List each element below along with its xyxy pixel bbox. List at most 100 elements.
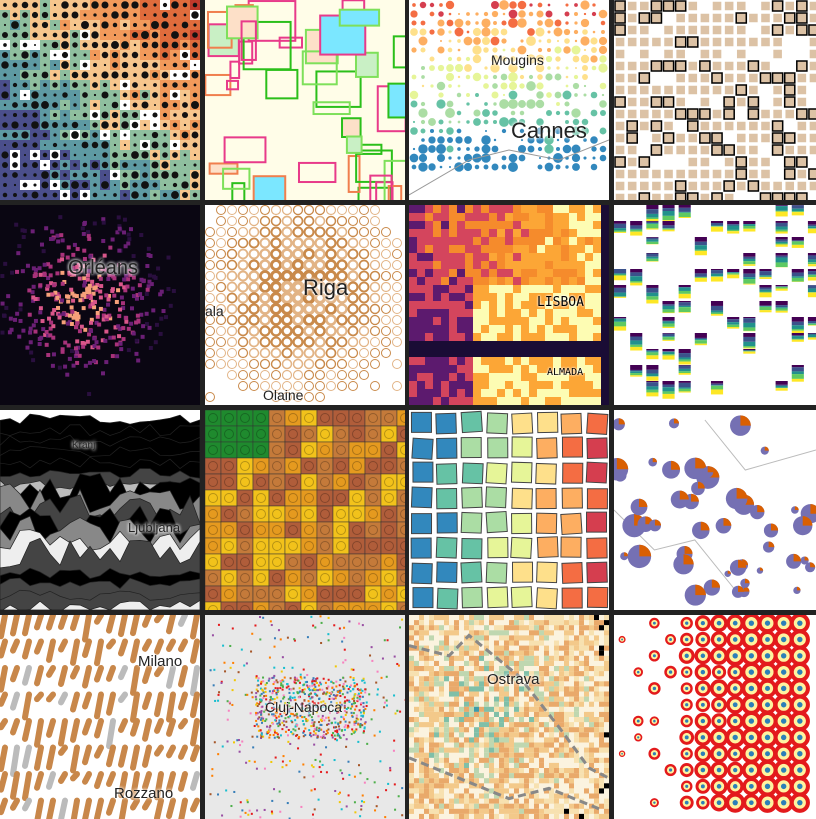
cluster-point (277, 725, 280, 728)
cluster-point (341, 693, 344, 696)
bar-segment (775, 308, 788, 311)
cluster-point (257, 684, 260, 687)
brick-stud (224, 589, 234, 599)
map-tile-frames[interactable] (614, 0, 816, 200)
pixel (579, 645, 584, 651)
cluster-point (310, 735, 313, 738)
map-tile-scatter-circles[interactable]: Mougins Cannes (409, 0, 609, 200)
point (590, 37, 598, 45)
density-pixel (69, 305, 74, 310)
pixel (561, 309, 569, 317)
map-tile-clusters[interactable]: Cluj-Napoca (205, 615, 405, 819)
dot (151, 161, 159, 169)
dot (131, 191, 139, 199)
brick-stud (224, 413, 234, 423)
map-tile-ridges[interactable]: Kranj Ljubljana (0, 410, 200, 610)
pixel (449, 253, 457, 261)
frame-cell (735, 12, 748, 24)
point (519, 74, 525, 80)
map-tile-stacked-bars[interactable] (614, 205, 816, 405)
pixel (521, 221, 529, 229)
frame-cell (771, 48, 784, 60)
dot (43, 163, 47, 167)
pixel (419, 650, 424, 656)
pixel (479, 650, 484, 656)
ring (314, 205, 326, 216)
cluster-point (364, 688, 367, 691)
bar-segment (743, 322, 756, 328)
place-label: Cannes (511, 118, 587, 143)
point (536, 91, 544, 99)
density-pixel (127, 268, 132, 273)
density-pixel (73, 346, 78, 351)
cluster-point (289, 742, 292, 745)
density-pixel (37, 266, 42, 271)
bar-segment (743, 277, 756, 280)
point (537, 74, 543, 80)
map-tile-capsules[interactable]: Milano Rozzano (0, 615, 200, 819)
density-pixel (89, 320, 94, 325)
density-pixel (140, 334, 145, 339)
cluster-point (334, 709, 337, 712)
map-tile-wobbly-squares[interactable] (409, 410, 609, 610)
pixel (409, 317, 417, 325)
density-pixel (72, 265, 77, 270)
point (535, 99, 545, 109)
pixel (513, 373, 521, 381)
cluster-point (389, 769, 392, 772)
map-tile-pixel-fire[interactable]: LISBOA ALMADA (409, 205, 609, 405)
ring (226, 281, 238, 293)
pixel (505, 301, 513, 309)
map-tile-lego[interactable] (205, 410, 405, 610)
cluster-point (230, 804, 233, 808)
brick (205, 505, 222, 523)
map-tile-rings[interactable]: Riga ala Olaine (205, 205, 405, 405)
dot (173, 133, 177, 137)
density-pixel (38, 272, 43, 277)
brick-stud (224, 557, 234, 567)
cluster-point (243, 664, 246, 667)
pixel (439, 630, 444, 636)
ring (227, 359, 237, 369)
pixel (409, 245, 417, 253)
map-tile-pies[interactable] (614, 410, 816, 610)
bar-segment (759, 306, 772, 307)
pixel (584, 615, 589, 621)
ring (226, 336, 238, 348)
ring (347, 303, 359, 315)
point (599, 82, 607, 90)
cluster-point (337, 708, 340, 711)
pixel (529, 269, 537, 277)
frame-cell (662, 144, 675, 156)
cluster-point (322, 730, 325, 733)
map-tile-outlines[interactable] (205, 0, 405, 200)
bar-segment (614, 296, 627, 298)
point (420, 20, 426, 26)
map-tile-fine-pixels[interactable]: Ostrava (409, 615, 609, 819)
map-tile-heat-dots[interactable] (0, 0, 200, 200)
density-pixel (15, 269, 20, 274)
cluster-point (330, 691, 333, 694)
ring (336, 248, 348, 260)
pixel (569, 261, 577, 269)
brick-stud (320, 589, 330, 599)
frame-cell (771, 180, 784, 192)
density-pixel (117, 334, 122, 339)
capsule (10, 638, 20, 654)
pixel (494, 650, 499, 656)
map-tile-dark-density[interactable]: Orléans (0, 205, 200, 405)
cluster-point (288, 708, 291, 711)
point (412, 120, 416, 124)
point (598, 36, 608, 46)
cluster-point (319, 707, 322, 710)
bar-segment (646, 352, 659, 356)
cluster-point (328, 697, 331, 701)
point (526, 99, 536, 109)
frame-cell (759, 156, 772, 168)
dot (51, 151, 59, 159)
dot (12, 2, 18, 8)
pixel (529, 341, 537, 349)
cluster-point (306, 674, 309, 677)
pixel (585, 261, 593, 269)
point (500, 82, 508, 90)
